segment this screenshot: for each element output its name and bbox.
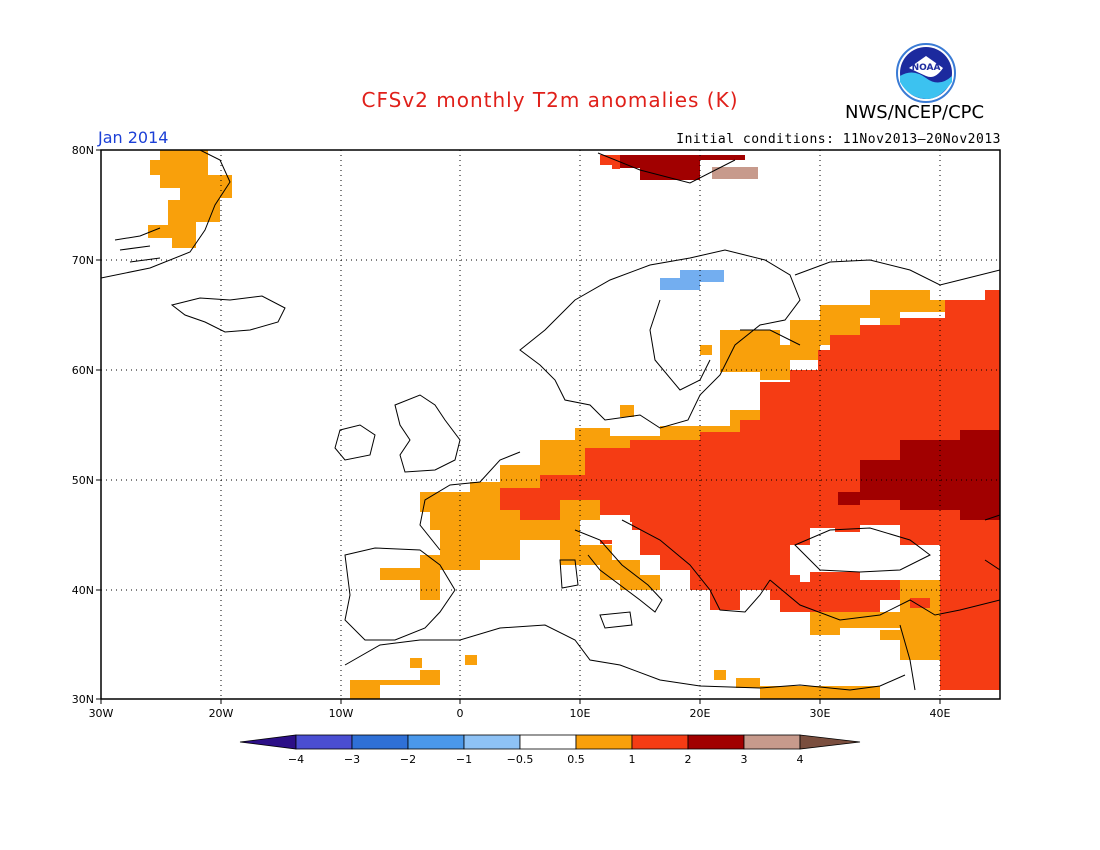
legend-cell (743, 734, 801, 750)
lon-tick-label: 40E (930, 707, 951, 720)
lon-tick-label: 20E (690, 707, 711, 720)
lon-tick-label: 20W (209, 707, 234, 720)
noaa-logo: NOAA (895, 42, 957, 108)
lon-tick-label: 10E (570, 707, 591, 720)
legend-arrow-left (239, 734, 297, 750)
legend-cell (295, 734, 353, 750)
legend-cell (519, 734, 577, 750)
legend-label: −3 (344, 753, 360, 766)
legend-cell (687, 734, 745, 750)
lon-tick-label: 30W (89, 707, 114, 720)
forecast-month: Jan 2014 (98, 128, 169, 147)
anomaly-fields (148, 150, 1000, 699)
logo-text: NOAA (912, 63, 941, 73)
legend-label: −0.5 (507, 753, 534, 766)
initial-conditions: Initial conditions: 11Nov2013–20Nov2013 (676, 132, 1001, 147)
legend-cell (407, 734, 465, 750)
legend-label: −4 (288, 753, 304, 766)
lon-tick-label: 10W (329, 707, 354, 720)
map-title: CFSv2 monthly T2m anomalies (K) (361, 88, 739, 112)
legend-cell (575, 734, 633, 750)
legend-label: 0.5 (567, 753, 585, 766)
agency-label: NWS/NCEP/CPC (845, 102, 985, 123)
lon-tick-label: 30E (810, 707, 831, 720)
anomaly-region-2-3 (620, 155, 1000, 520)
map-frame (100, 149, 1001, 700)
legend-label: 1 (629, 753, 636, 766)
legend-label: 4 (797, 753, 804, 766)
lat-tick-label: 50N (72, 474, 94, 487)
lat-tick-label: 40N (72, 584, 94, 597)
lat-tick-label: 30N (72, 693, 94, 706)
legend-label: −2 (400, 753, 416, 766)
anomaly-region-neg (660, 270, 724, 290)
color-legend: −4 −3 −2 −1 −0.5 0.5 1 2 3 4 (239, 734, 861, 766)
legend-cell (351, 734, 409, 750)
lon-tick-label: 0 (457, 707, 464, 720)
legend-label: 2 (685, 753, 692, 766)
legend-label: −1 (456, 753, 472, 766)
legend-arrow-right (799, 734, 861, 750)
legend-cell (463, 734, 521, 750)
lat-tick-label: 80N (72, 144, 94, 157)
lat-tick-label: 60N (72, 364, 94, 377)
coastlines (101, 150, 1000, 691)
legend-cell (631, 734, 689, 750)
legend-label: 3 (741, 753, 748, 766)
anomaly-region-3-4 (712, 167, 758, 179)
lat-tick-label: 70N (72, 254, 94, 267)
